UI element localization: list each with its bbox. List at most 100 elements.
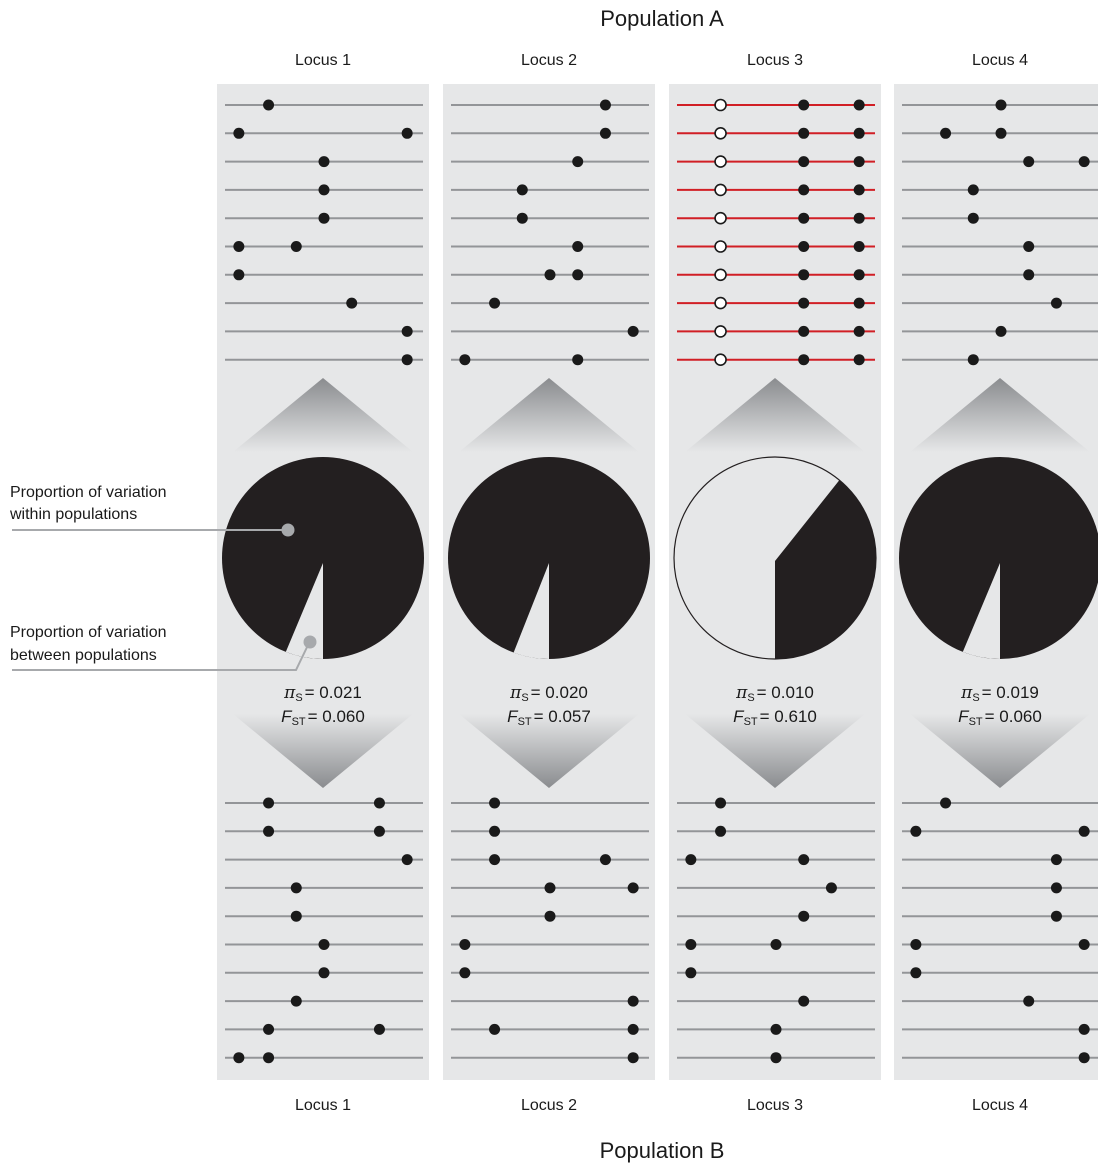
pop-a-snp (995, 99, 1007, 111)
locus-label-bottom: Locus 4 (972, 1097, 1028, 1114)
pop-a-snp-open (714, 296, 727, 310)
pop-a-snp (233, 241, 245, 252)
legend-within-line1: Proportion of variation (10, 484, 167, 501)
fst-statistic: FST = 0.610 (733, 707, 817, 728)
pop-a-snp (798, 212, 810, 224)
population-b-title: Population B (600, 1138, 725, 1163)
pop-b-snp (910, 825, 922, 837)
pop-a-snp (967, 354, 979, 366)
arrow-up-icon (685, 378, 865, 452)
pop-b-snp (1078, 825, 1090, 837)
pop-a-snp-open (714, 127, 727, 140)
legend-between-line2: between populations (10, 647, 157, 664)
pop-b-snp (715, 825, 727, 837)
pie-within (222, 457, 424, 659)
pop-b-snp (263, 797, 275, 809)
pie-within (448, 457, 650, 659)
pi-statistic: πS = 0.010 (735, 683, 814, 704)
pop-a-snp (995, 127, 1007, 139)
pop-b-snp (544, 910, 556, 922)
pop-b-snp (1050, 910, 1062, 922)
pop-a-snp (853, 156, 865, 168)
pop-b-snp (940, 797, 952, 809)
pi-statistic: πS = 0.020 (509, 683, 588, 704)
pop-a-snp (263, 99, 275, 111)
pop-a-snp (572, 156, 584, 168)
arrow-down-icon (233, 714, 413, 788)
arrow-up-icon (910, 378, 1090, 452)
pop-a-snp (798, 354, 810, 366)
pop-a-snp-open (714, 240, 727, 253)
pop-b-snp (459, 967, 471, 979)
pop-a-snp (1078, 156, 1090, 168)
pop-a-snp (853, 269, 865, 281)
pop-a-snp-open (714, 183, 727, 197)
locus-label-bottom: Locus 1 (295, 1097, 351, 1114)
locus-column-4: Locus 4 Locus 4 πS = 0.019 FST = 0.060 (894, 52, 1098, 1114)
locus-column-2: Locus 2 Locus 2 πS = 0.020 FST = 0.057 (443, 52, 655, 1114)
pop-a-snp (346, 297, 358, 309)
pop-b-snp (910, 967, 922, 979)
pop-b-snp (233, 1052, 245, 1064)
pi-statistic: πS = 0.019 (960, 683, 1039, 704)
pop-b-snp (373, 825, 385, 837)
pop-a-snp-open (714, 155, 727, 168)
pop-b-snp (290, 910, 302, 922)
pop-a-snp-open (714, 353, 727, 367)
pop-a-snp (544, 269, 556, 281)
pop-a-snp-open (714, 211, 727, 225)
pop-a-snp (1023, 241, 1035, 252)
pop-a-snp (516, 212, 528, 224)
pop-a-snp (853, 184, 865, 196)
pop-b-snp (489, 797, 501, 809)
pop-a-snp (572, 269, 584, 281)
pop-a-snp (798, 127, 810, 139)
pop-b-snp (290, 995, 302, 1007)
legend-between-leader (12, 642, 310, 671)
pop-a-snp (290, 241, 302, 252)
pop-b-snp (685, 967, 697, 979)
locus-label-top: Locus 3 (747, 52, 803, 69)
pop-b-snp (825, 882, 837, 894)
pop-a-snp-open (714, 268, 727, 282)
pop-b-snp (910, 939, 922, 950)
pop-a-snp (853, 241, 865, 252)
pop-a-snp (940, 127, 952, 139)
pop-b-snp (459, 939, 471, 950)
pie-outline (673, 456, 877, 660)
pop-b-snp (373, 797, 385, 809)
pop-b-snp (263, 825, 275, 837)
pop-b-snp (1078, 939, 1090, 950)
pop-b-snp (489, 825, 501, 837)
pop-a-snp-open (714, 325, 727, 338)
pop-a-snp (798, 297, 810, 309)
pop-a-snp (627, 325, 639, 337)
pop-b-snp (290, 882, 302, 894)
pop-b-snp (685, 939, 697, 950)
legend-between-marker (303, 635, 317, 649)
pop-a-snp (798, 269, 810, 281)
pop-a-snp (318, 184, 330, 196)
arrow-up-icon (233, 378, 413, 452)
pop-b-snp (318, 939, 330, 950)
pop-b-snp (1050, 882, 1062, 894)
pop-a-snp (572, 241, 584, 252)
arrow-down-icon (910, 714, 1090, 788)
pop-b-snp (544, 882, 556, 894)
pop-b-snp (685, 854, 697, 866)
pop-b-snp (798, 854, 810, 866)
pop-a-snp (798, 184, 810, 196)
pop-a-snp (599, 127, 611, 139)
pop-a-snp (798, 156, 810, 168)
arrow-down-icon (685, 714, 865, 788)
pop-a-snp (1023, 269, 1035, 281)
pop-b-snp (1078, 1052, 1090, 1064)
pie-within (899, 457, 1098, 659)
loci-columns: Locus 1 Locus 1 πS = 0.021 FST = 0.060 Locus 2… (217, 52, 1098, 1114)
pop-a-snp (853, 212, 865, 224)
pop-a-snp (798, 241, 810, 252)
pop-b-snp (715, 797, 727, 809)
pop-a-snp (967, 212, 979, 224)
